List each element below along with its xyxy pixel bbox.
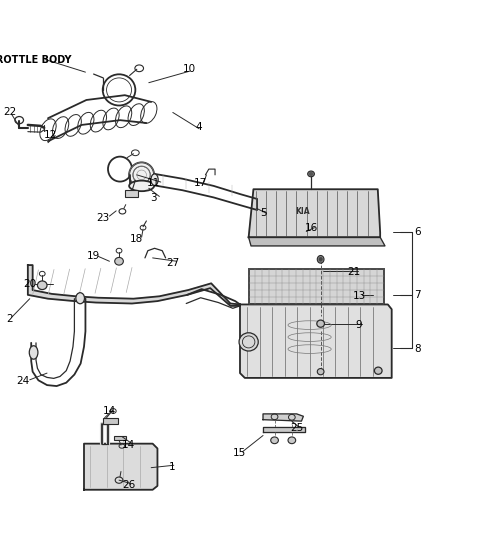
Ellipse shape xyxy=(309,172,313,176)
Polygon shape xyxy=(28,265,240,306)
Bar xyxy=(114,435,126,440)
Text: 3: 3 xyxy=(150,193,157,203)
Text: KIA: KIA xyxy=(295,207,310,216)
Polygon shape xyxy=(263,427,305,432)
Ellipse shape xyxy=(76,293,84,304)
Bar xyxy=(125,190,138,197)
Bar xyxy=(103,418,118,424)
Text: 6: 6 xyxy=(414,228,421,238)
Text: 26: 26 xyxy=(122,480,135,490)
Polygon shape xyxy=(249,237,385,246)
Text: 5: 5 xyxy=(260,209,266,218)
Ellipse shape xyxy=(239,333,258,351)
Text: 2: 2 xyxy=(6,314,13,324)
Text: 13: 13 xyxy=(352,291,366,301)
Text: 7: 7 xyxy=(414,290,421,300)
Text: 10: 10 xyxy=(183,64,196,74)
Text: 27: 27 xyxy=(166,258,180,268)
Text: 8: 8 xyxy=(414,344,421,354)
Text: 14: 14 xyxy=(103,406,116,416)
Ellipse shape xyxy=(129,162,154,187)
Text: THROTTLE BODY: THROTTLE BODY xyxy=(0,55,72,65)
Text: 18: 18 xyxy=(130,234,144,244)
Text: 9: 9 xyxy=(356,320,362,330)
Ellipse shape xyxy=(374,367,382,375)
Ellipse shape xyxy=(317,320,324,327)
Text: 15: 15 xyxy=(232,448,246,458)
Ellipse shape xyxy=(115,258,123,265)
Text: 19: 19 xyxy=(87,252,100,262)
Text: 12: 12 xyxy=(44,130,57,140)
Polygon shape xyxy=(240,305,392,378)
Ellipse shape xyxy=(129,181,154,191)
Text: 14: 14 xyxy=(122,440,135,450)
Ellipse shape xyxy=(288,437,296,444)
Text: 1: 1 xyxy=(168,462,175,472)
Polygon shape xyxy=(263,414,303,421)
Text: 21: 21 xyxy=(348,267,361,277)
Polygon shape xyxy=(84,444,157,490)
Ellipse shape xyxy=(271,437,278,444)
Bar xyxy=(249,269,384,305)
Text: 16: 16 xyxy=(304,222,318,233)
Text: 17: 17 xyxy=(194,178,207,188)
Text: 25: 25 xyxy=(290,423,303,433)
Text: 23: 23 xyxy=(96,213,110,223)
Text: 24: 24 xyxy=(16,376,30,386)
Polygon shape xyxy=(249,190,380,237)
Text: 4: 4 xyxy=(196,122,203,132)
Ellipse shape xyxy=(319,258,323,261)
Ellipse shape xyxy=(317,255,324,263)
Ellipse shape xyxy=(317,368,324,375)
Ellipse shape xyxy=(29,345,38,359)
Text: 22: 22 xyxy=(3,107,16,117)
Ellipse shape xyxy=(308,171,314,177)
Text: 11: 11 xyxy=(147,178,160,188)
Ellipse shape xyxy=(37,281,47,290)
Text: 20: 20 xyxy=(23,280,36,290)
Ellipse shape xyxy=(151,174,158,186)
